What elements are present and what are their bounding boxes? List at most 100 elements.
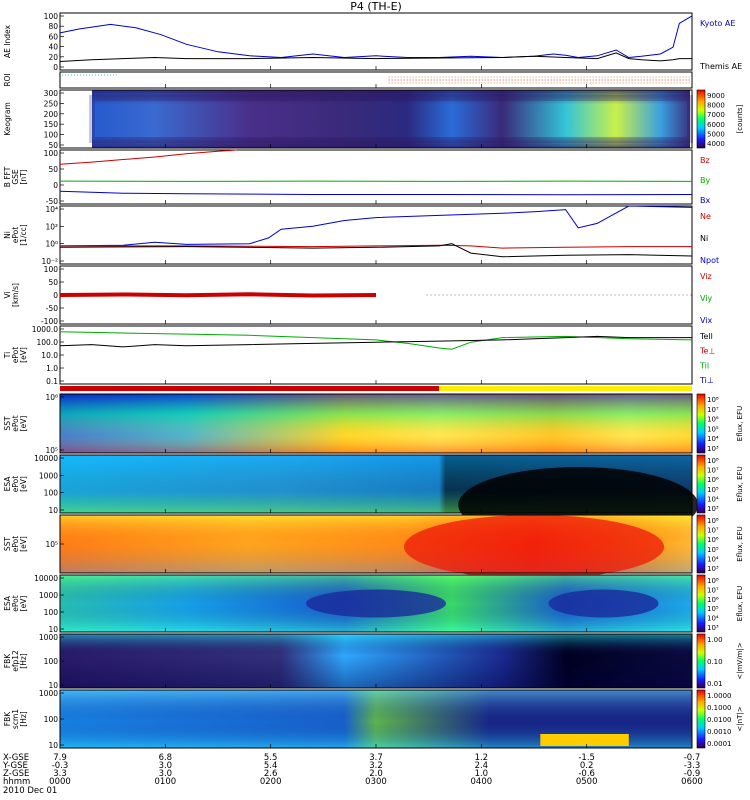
colorbar-tick-fbk2: 0.1000 (707, 704, 732, 712)
ylabel-fbk2: FBK (3, 711, 12, 726)
colorbar-tick-esa2: 10⁴ (707, 615, 719, 623)
legend-temperature: Til (699, 361, 709, 370)
ylabel-bfield: [nT] (19, 169, 28, 184)
colorbar-esa2 (696, 574, 706, 633)
ylabel-fbk2: [Hz] (19, 711, 28, 727)
ylabel-temperature: ePot (11, 347, 20, 363)
colorbar-tick-fbk2: 0.0010 (707, 728, 732, 736)
colorbar-tick-keogram: 6000 (707, 121, 725, 129)
x-axis-value: 3.2 (369, 761, 383, 771)
ytick-ae: 20 (48, 53, 58, 62)
legend-velocity: Viz (700, 272, 712, 281)
ylabel-keogram: Keogram (3, 102, 12, 136)
ytick-ae: 0 (53, 63, 58, 72)
colorbar-keogram (696, 89, 706, 149)
x-axis-value: 5.5 (264, 753, 278, 763)
ytick-density: 10² (45, 222, 58, 231)
colorbar-tick-sst1: 10⁴ (707, 435, 719, 443)
frame-ae (59, 12, 693, 71)
ylabel-esa1: ESA (3, 476, 12, 492)
ytick-temperature: 0.1 (46, 377, 58, 386)
ylabel-density: ePot (11, 227, 20, 243)
x-axis-value: 2.6 (264, 769, 278, 779)
ylabel-sst2: SST (3, 537, 12, 552)
colorbar-tick-esa2: 10⁶ (707, 596, 719, 604)
colorbar-tick-esa1: 10⁴ (707, 495, 719, 503)
ytick-ae: 40 (48, 43, 58, 52)
panel-fbk2: 1.0000 0.1000 0.0100 0.0010 0.0001 <|nT|> FBK s… (3, 689, 744, 750)
panel-fbk1: 1.00 0.10 0.01 <|mV/m|> FBK efp12 [Hz] 1000 100 1… (3, 633, 744, 690)
ytick-velocity: 100 (44, 265, 59, 274)
x-axis-value: 0500 (576, 777, 598, 787)
colorbar-tick-keogram: 9000 (707, 92, 725, 100)
ylabel-sst1: ePot (11, 415, 20, 431)
ytick-keogram: 50 (48, 141, 58, 150)
colorbar-tick-keogram: 7000 (707, 111, 725, 119)
x-axis-value: 0200 (260, 777, 282, 787)
figure-title: P4 (TH-E) (350, 0, 402, 13)
keogram-nodata-left (60, 90, 92, 148)
ylabel-density: Ni (3, 231, 12, 239)
colorbar-label-sst1: Eflux, EFU (736, 406, 744, 441)
x-axis-value: -0.6 (578, 769, 595, 779)
series-ae-kyotoae (59, 15, 693, 59)
keogram-edge-shade (89, 95, 693, 143)
colorbar-tick-esa1: 10⁵ (707, 486, 719, 494)
colorbar-tick-sst2: 10⁵ (707, 546, 719, 554)
colorbar-tick-keogram: 5000 (707, 130, 725, 138)
ylabel-temperature: [eV] (19, 347, 28, 363)
ytick-ae: 60 (48, 32, 58, 41)
legend-velocity: Viy (700, 294, 713, 303)
x-axis-value: 3.0 (159, 761, 173, 771)
x-axis-value: 0300 (365, 777, 387, 787)
colorbar-tick-fbk2: 0.0100 (707, 716, 732, 724)
legend-velocity: Vix (700, 316, 713, 325)
x-axis-value: 3.0 (159, 769, 173, 779)
ytick-sst1: 10⁶ (45, 393, 58, 402)
colorbar-tick-fbk2: 1.0000 (707, 692, 732, 700)
colorbar-label-fbk2: <|nT|> (736, 706, 744, 731)
colorbar-tick-fbk2: 0.0001 (707, 740, 732, 748)
ytick-bfield: 100 (44, 149, 59, 158)
legend-density: Npot (700, 256, 719, 265)
colorbar-tick-fbk1: 1.00 (707, 636, 723, 644)
ytick-bfield: 0 (53, 181, 58, 190)
ytick-temperature: 1.0 (46, 364, 58, 373)
colorbar-tick-esa2: 10⁸ (707, 577, 719, 585)
ytick-esa2: 10 (48, 625, 58, 634)
colorbar-tick-sst2: 10⁷ (707, 527, 719, 535)
frame-temperature (59, 325, 693, 385)
ytick-esa1: 100 (44, 489, 59, 498)
mode-bar-slow (439, 386, 692, 391)
x-axis-value: 5.4 (264, 761, 278, 771)
ylabel-fbk2: scm1 (11, 709, 20, 729)
ytick-fbk2: 100 (44, 715, 59, 724)
ytick-bfield: 50 (48, 165, 58, 174)
colorbar-tick-sst1: 10³ (707, 445, 719, 453)
ylabel-sst2: ePot (11, 536, 20, 552)
colorbar-tick-sst2: 10⁸ (707, 517, 719, 525)
x-axis-label-ygse: Y-GSE (2, 761, 28, 771)
series-ae-themisae (59, 52, 692, 62)
series-temperature-ti (59, 331, 693, 350)
colorbar-sst2 (696, 514, 706, 574)
ytick-fbk1: 1000 (39, 633, 58, 642)
ytick-bfield: -50 (46, 197, 58, 206)
colorbar-tick-keogram: 4000 (707, 140, 725, 148)
keogram-nodata-right (690, 90, 692, 148)
legend-ae: Kyoto AE (700, 19, 735, 28)
ylabel-esa1: [eV] (19, 476, 28, 492)
ylabel-density: [1/cc] (19, 224, 28, 245)
colorbar-tick-esa1: 10⁷ (707, 467, 719, 475)
colorbar-label-esa1: Eflux, EFU (736, 466, 744, 501)
colorbar-tick-esa2: 10⁷ (707, 586, 719, 594)
fbk2-low-frequency-burst (540, 734, 629, 746)
colorbar-tick-sst1: 10⁶ (707, 416, 719, 424)
ytick-fbk1: 10 (48, 681, 58, 690)
ylabel-bfield: B FFT (3, 166, 12, 187)
x-axis-value: 0600 (681, 777, 703, 787)
colorbar-tick-sst2: 10⁴ (707, 555, 719, 563)
ytick-keogram: 200 (44, 110, 59, 119)
colorbar-tick-esa2: 10⁵ (707, 605, 719, 613)
